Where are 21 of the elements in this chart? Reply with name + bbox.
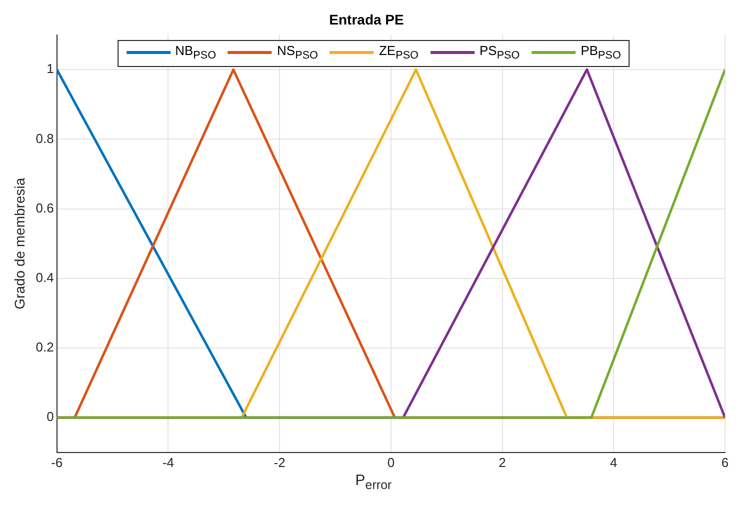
y-tick-label: 0: [46, 409, 54, 424]
x-tick-label: -2: [274, 454, 286, 470]
legend-label: PB$_{PSO}$: [580, 43, 621, 62]
x-axis-title: P$_{error}$: [354, 472, 393, 492]
y-tick-label: 0.2: [36, 340, 54, 355]
chart-title: Entrada PE: [329, 11, 404, 28]
legend-label: ZE$_{PSO}$: [378, 43, 418, 62]
legend-label: NS$_{PSO}$: [277, 43, 318, 62]
y-tick-label: 0.4: [36, 270, 54, 285]
x-tick-label: -6: [51, 454, 63, 470]
x-tick-label: 6: [721, 454, 729, 470]
x-tick-label: 4: [610, 454, 618, 470]
y-tick-label: 1: [46, 61, 54, 76]
x-tick-label: 0: [387, 454, 395, 470]
legend-label: NB$_{PSO}$: [175, 43, 216, 62]
y-tick-label: 0.8: [36, 130, 54, 146]
x-tick-label: 2: [498, 454, 506, 470]
x-tick-label: -4: [162, 454, 174, 470]
legend-label: PS$_{PSO}$: [479, 43, 520, 62]
y-tick-label: 0.6: [36, 200, 54, 216]
y-axis-title: Grado de membresia: [11, 178, 28, 310]
